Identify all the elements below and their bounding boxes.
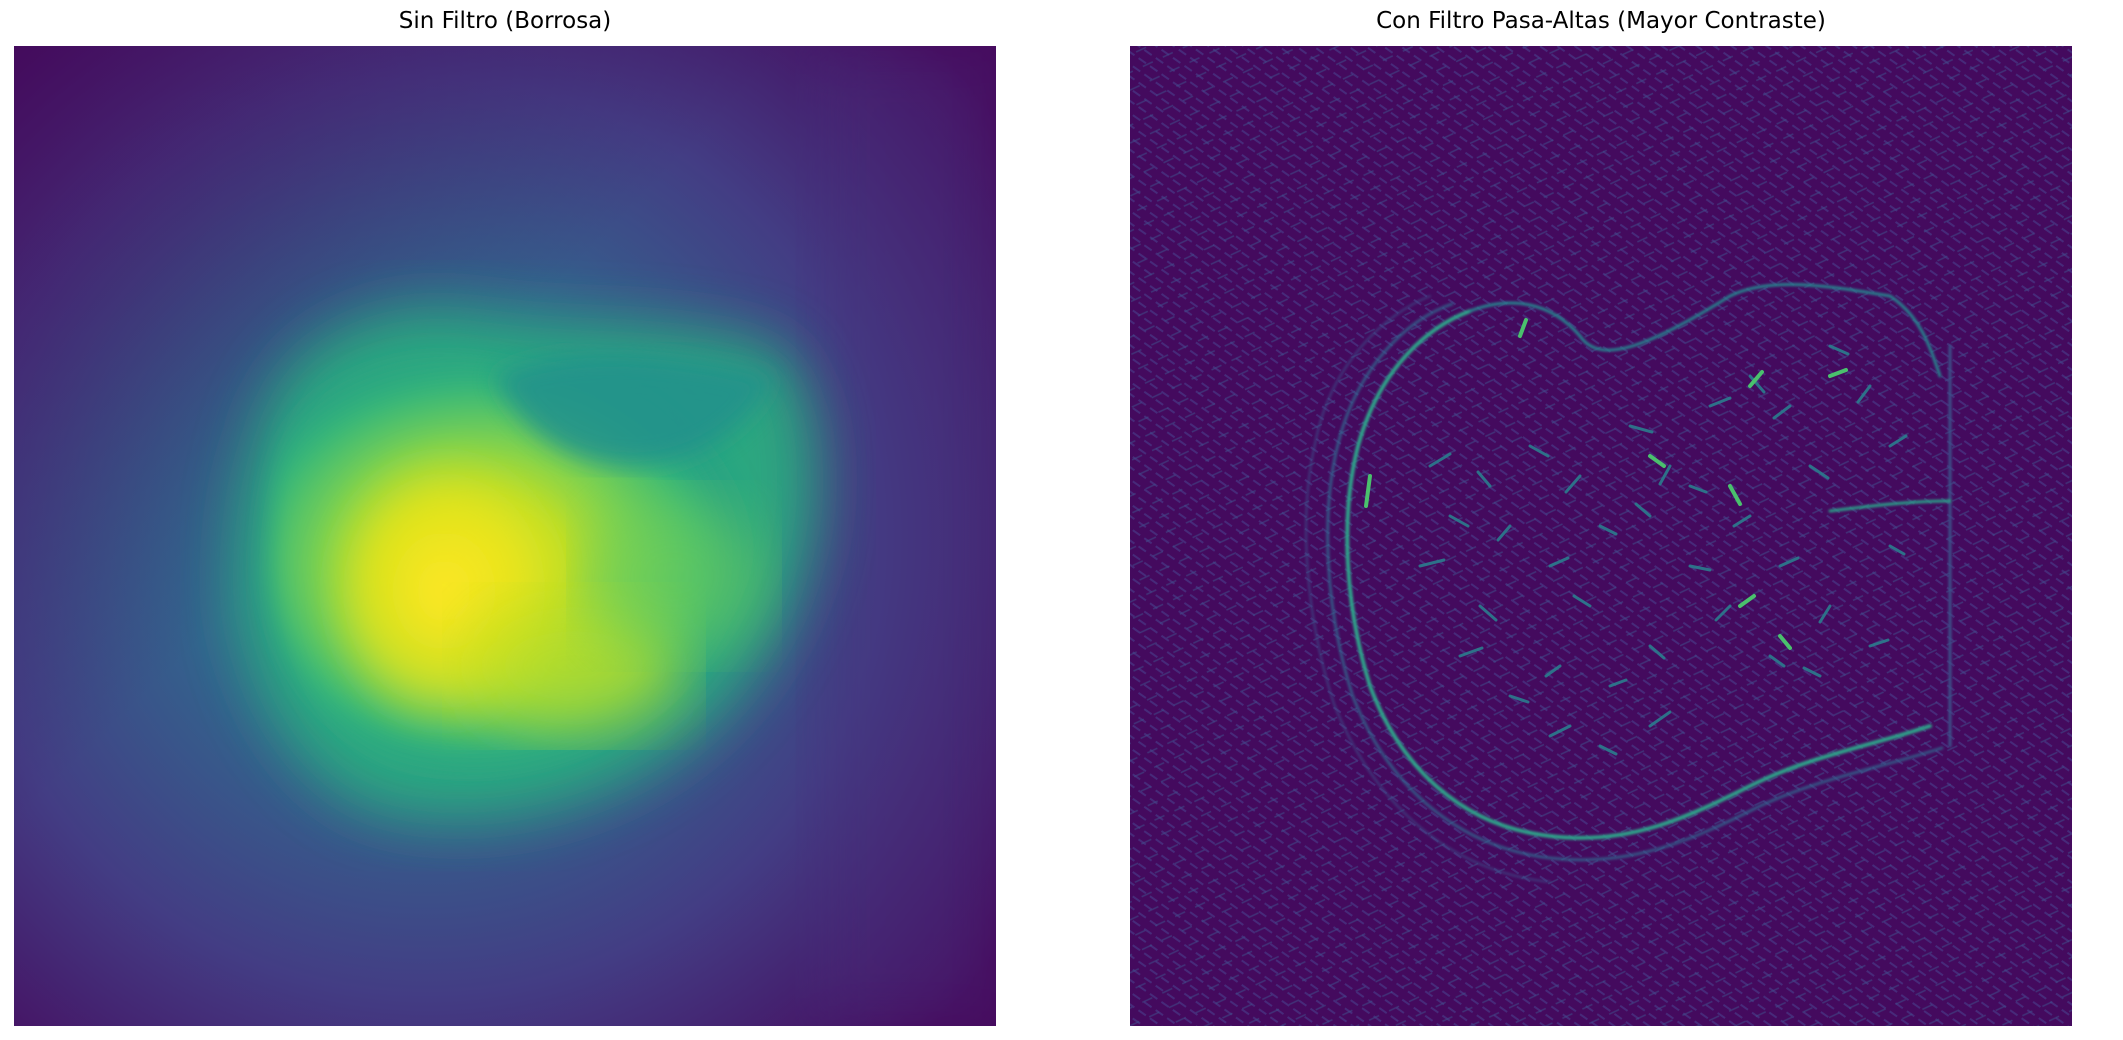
blurred-image-panel (14, 46, 996, 1026)
left-panel-title: Sin Filtro (Borrosa) (398, 8, 612, 34)
right-panel-title: Con Filtro Pasa-Altas (Mayor Contraste) (1376, 8, 1826, 34)
highpass-image-panel (1130, 46, 2072, 1026)
highpass-image (1130, 46, 2072, 1026)
blurred-image (14, 46, 996, 1026)
